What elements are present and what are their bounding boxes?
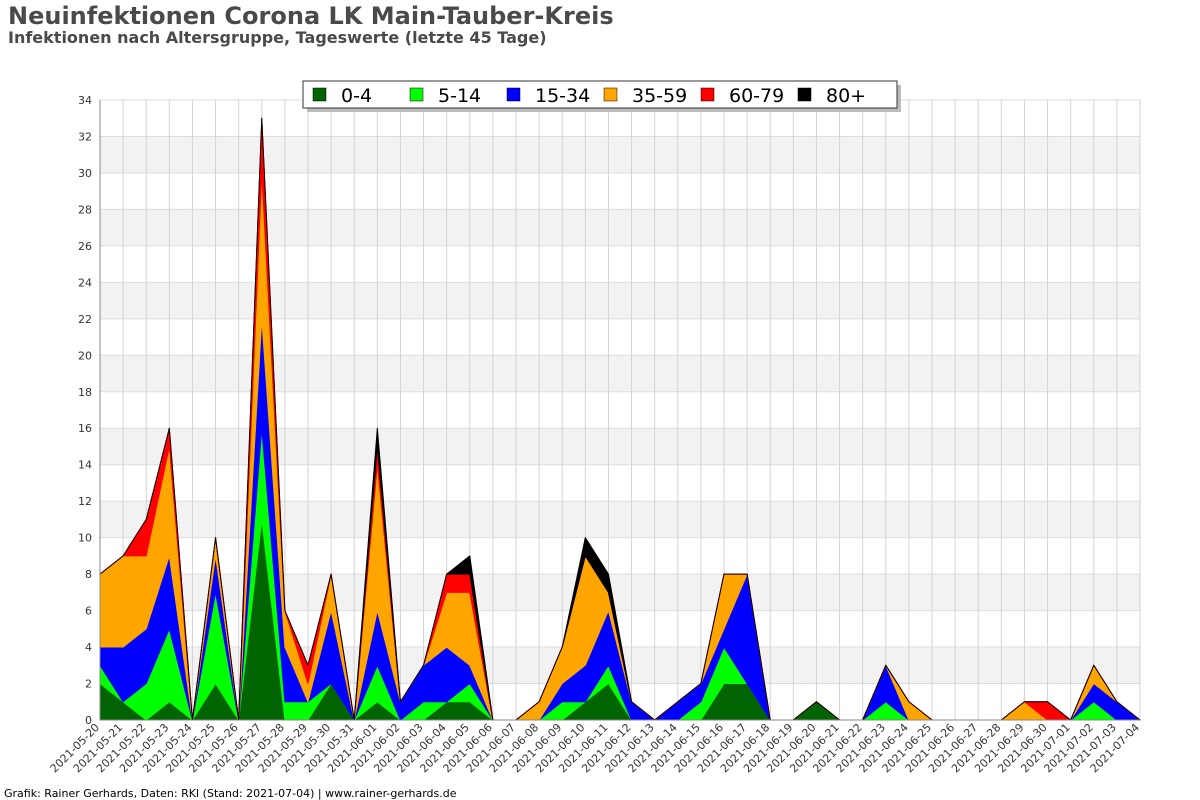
y-tick-label: 26	[78, 240, 92, 253]
legend-label-0-4: 0-4	[341, 85, 372, 107]
legend-label-15-34: 15-34	[535, 85, 590, 107]
y-tick-label: 2	[85, 678, 92, 691]
y-tick-label: 20	[78, 349, 92, 362]
grid-band	[100, 136, 1140, 173]
y-tick-label: 24	[78, 276, 92, 289]
y-tick-label: 6	[85, 605, 92, 618]
y-tick-label: 10	[78, 532, 92, 545]
y-tick-label: 12	[78, 495, 92, 508]
legend-swatch-60-79	[700, 87, 715, 102]
legend-label-5-14: 5-14	[438, 85, 481, 107]
y-tick-label: 14	[78, 459, 92, 472]
legend-label-35-59: 35-59	[632, 85, 687, 107]
legend-swatch-35-59	[603, 87, 618, 102]
y-tick-label: 32	[78, 130, 92, 143]
y-tick-label: 8	[85, 568, 92, 581]
legend-swatch-15-34	[506, 87, 521, 102]
legend-label-60-79: 60-79	[729, 85, 784, 107]
y-tick-label: 28	[78, 203, 92, 216]
legend: 0-4 5-14 15-34 35-59 60-79 80+	[302, 80, 901, 112]
chart-subtitle: Infektionen nach Altersgruppe, Tageswert…	[8, 28, 547, 47]
legend-label-80+: 80+	[826, 85, 866, 107]
x-tick-labels: 2021-05-202021-05-212021-05-222021-05-23…	[48, 721, 1142, 775]
y-tick-label: 16	[78, 422, 92, 435]
legend-swatch-0-4	[312, 87, 327, 102]
y-tick-label: 30	[78, 167, 92, 180]
series-areas	[99, 117, 1141, 721]
grid-band	[100, 209, 1140, 246]
legend-swatch-5-14	[409, 87, 424, 102]
y-tick-label: 22	[78, 313, 92, 326]
y-tick-label: 0	[85, 714, 92, 727]
y-tick-label: 4	[85, 641, 92, 654]
axes	[99, 100, 1140, 721]
y-tick-label: 34	[78, 94, 92, 107]
legend-swatch-80+	[797, 87, 812, 102]
source-footer: Grafik: Rainer Gerhards, Daten: RKI (Sta…	[4, 787, 457, 800]
grid-band	[100, 282, 1140, 319]
y-tick-label: 18	[78, 386, 92, 399]
chart-title: Neuinfektionen Corona LK Main-Tauber-Kre…	[8, 2, 614, 30]
